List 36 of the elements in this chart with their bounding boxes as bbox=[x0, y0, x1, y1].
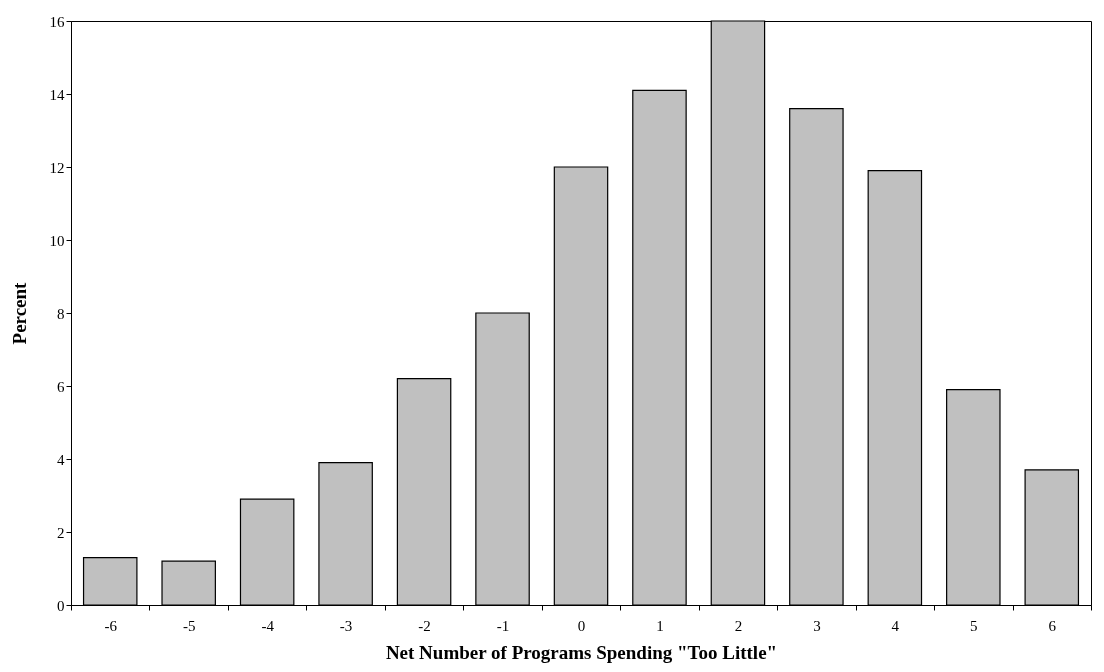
bar bbox=[239, 498, 295, 606]
bar bbox=[1024, 469, 1080, 606]
x-tick-label: 4 bbox=[891, 617, 900, 634]
bar bbox=[475, 312, 530, 606]
x-tick-label: 1 bbox=[656, 617, 664, 634]
y-tick-label: 14 bbox=[49, 86, 65, 103]
bar bbox=[632, 89, 687, 606]
x-tick-label: -1 bbox=[496, 617, 510, 634]
y-tick-label: 10 bbox=[49, 232, 65, 249]
x-tick-label: -6 bbox=[104, 617, 118, 634]
x-tick-label: -3 bbox=[339, 617, 353, 634]
bar bbox=[318, 462, 373, 606]
x-tick-label: 2 bbox=[734, 617, 743, 634]
y-axis-title: Percent bbox=[8, 281, 30, 345]
y-tick-label: 8 bbox=[57, 305, 65, 322]
x-tick-label: -4 bbox=[261, 617, 275, 634]
bar bbox=[82, 556, 138, 606]
bar bbox=[789, 108, 844, 606]
y-tick-label: 6 bbox=[57, 378, 65, 395]
bar bbox=[553, 166, 609, 606]
bar bbox=[867, 170, 923, 606]
x-tick-label: -2 bbox=[418, 617, 431, 634]
x-tick-label: 5 bbox=[970, 617, 978, 634]
x-tick-label: 3 bbox=[813, 617, 821, 634]
bar bbox=[396, 378, 452, 606]
x-tick-label: 6 bbox=[1048, 617, 1057, 634]
x-tick-label: -5 bbox=[182, 617, 196, 634]
y-tick-label: 16 bbox=[49, 13, 65, 30]
bar bbox=[946, 389, 1001, 606]
x-axis-title: Net Number of Programs Spending "Too Little" bbox=[385, 641, 778, 663]
x-tick-label: 0 bbox=[577, 617, 586, 634]
y-tick-label: 0 bbox=[57, 597, 65, 614]
bar bbox=[161, 560, 216, 606]
y-tick-label: 12 bbox=[49, 159, 65, 176]
y-tick-label: 4 bbox=[57, 451, 65, 468]
y-tick-label: 2 bbox=[57, 524, 65, 541]
